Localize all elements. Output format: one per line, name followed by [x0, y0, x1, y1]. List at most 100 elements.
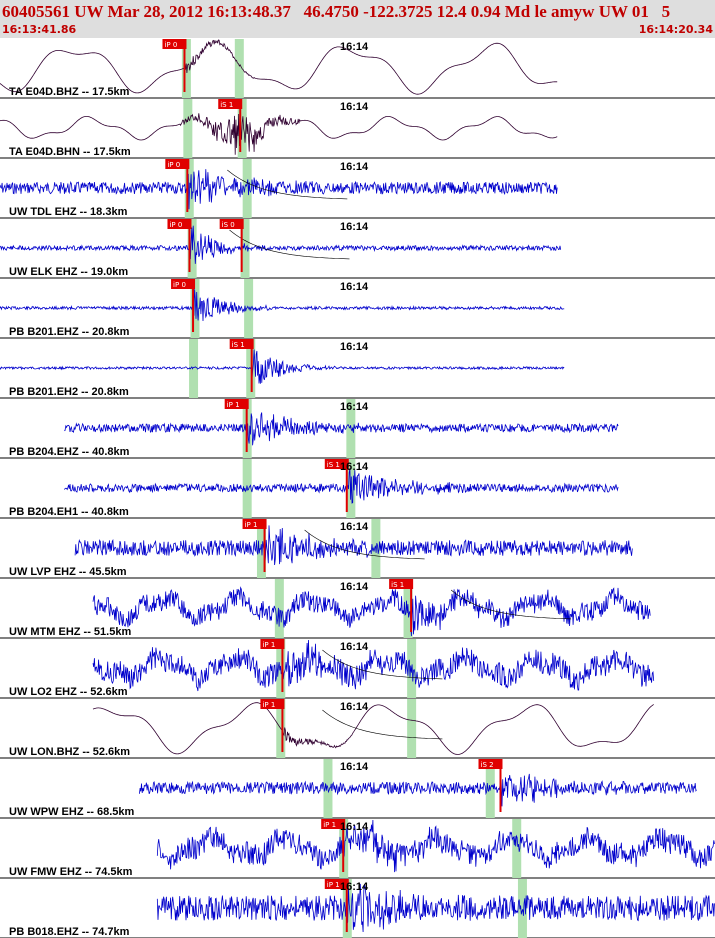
- waveform-trace: [92, 639, 655, 692]
- window-end-time: 16:14:20.34: [638, 23, 713, 36]
- pick-flag[interactable]: [242, 519, 267, 529]
- coda-curve: [322, 649, 443, 680]
- s-window: [407, 699, 417, 758]
- time-label: 16:14: [340, 341, 369, 353]
- pick-label: iS 1: [220, 101, 233, 109]
- station-label: UW FMW EHZ -- 74.5km: [9, 866, 133, 878]
- station-label: UW WPW EHZ -- 68.5km: [9, 806, 135, 818]
- waveform-trace: [0, 112, 558, 155]
- coda-curve: [450, 589, 572, 620]
- trace-panel[interactable]: iP 0 16:14 PB B201.EHZ -- 20.8km: [0, 279, 715, 339]
- pick-label: iP 1: [327, 881, 340, 889]
- pick-flag[interactable]: [324, 879, 349, 889]
- pick-flag[interactable]: [165, 159, 190, 169]
- pick-flag[interactable]: [478, 759, 503, 769]
- pick-flag[interactable]: [389, 579, 414, 589]
- station-label: UW MTM EHZ -- 51.5km: [9, 626, 131, 638]
- trace-panel[interactable]: iS 1 16:14 TA E04D.BHN -- 17.5km: [0, 99, 715, 159]
- waveform-trace: [92, 586, 651, 637]
- pick-label: iP 0: [169, 221, 182, 229]
- waveform-trace: [74, 525, 633, 566]
- pick-flag[interactable]: [162, 39, 187, 49]
- waveform-trace: [139, 766, 697, 807]
- waveform-trace: [0, 169, 558, 210]
- trace-panel[interactable]: iS 1 16:14 PB B201.EH2 -- 20.8km: [0, 339, 715, 399]
- time-label: 16:14: [340, 881, 369, 893]
- waveform-trace: [0, 225, 562, 264]
- s-window: [512, 819, 522, 878]
- pick-label: iP 1: [323, 821, 336, 829]
- pick-label: iP 0: [164, 41, 177, 49]
- pick-flag[interactable]: [229, 339, 254, 349]
- coda-curve: [304, 529, 425, 560]
- waveform-trace: [92, 702, 654, 755]
- window-start-time: 16:13:41.86: [2, 23, 77, 36]
- trace-panel[interactable]: iP 1 16:14 PB B204.EHZ -- 40.8km: [0, 399, 715, 459]
- coda-curve: [322, 709, 443, 740]
- pick-label: iP 0: [173, 281, 186, 289]
- pick-flag[interactable]: [260, 639, 285, 649]
- pick-flag[interactable]: [321, 819, 346, 829]
- waveform-trace: [0, 39, 558, 95]
- trace-panel[interactable]: iS 2 16:14 UW WPW EHZ -- 68.5km: [0, 759, 715, 819]
- pick-label: iP 1: [262, 701, 275, 709]
- pick-flag[interactable]: [171, 279, 196, 289]
- station-label: PB B201.EH2 -- 20.8km: [9, 386, 129, 398]
- trace-panel[interactable]: iP 1 16:14 UW LON.BHZ -- 52.6km: [0, 699, 715, 759]
- time-label: 16:14: [340, 281, 369, 293]
- trace-panel[interactable]: iP 1 16:14 UW LVP EHZ -- 45.5km: [0, 519, 715, 579]
- station-label: UW LO2 EHZ -- 52.6km: [9, 686, 128, 698]
- time-label: 16:14: [340, 401, 369, 413]
- s-window: [242, 159, 252, 218]
- s-window: [234, 39, 244, 98]
- time-label: 16:14: [340, 701, 369, 713]
- trace-panel[interactable]: iP 1 16:14 UW FMW EHZ -- 74.5km: [0, 819, 715, 879]
- trace-panel[interactable]: iP 0 iS 0 16:14 UW ELK EHZ -- 19.0km: [0, 219, 715, 279]
- pick-flag[interactable]: [260, 699, 285, 709]
- waveform-trace: [156, 819, 715, 873]
- time-label: 16:14: [340, 101, 369, 113]
- trace-panel[interactable]: iS 1 16:14 PB B204.EH1 -- 40.8km: [0, 459, 715, 519]
- pick-flag[interactable]: [167, 219, 192, 229]
- pick-label: iP 1: [262, 641, 275, 649]
- waveform-trace: [63, 468, 619, 504]
- pick-flag[interactable]: [224, 399, 249, 409]
- station-label: TA E04D.BHN -- 17.5km: [9, 146, 131, 158]
- trace-panel[interactable]: iS 1 16:14 UW MTM EHZ -- 51.5km: [0, 579, 715, 639]
- event-title: 60405561 UW Mar 28, 2012 16:13:48.37 46.…: [2, 2, 671, 21]
- time-label: 16:14: [340, 641, 369, 653]
- waveform-trace: [0, 289, 565, 322]
- s-window: [517, 879, 527, 938]
- pick-label: iP 1: [245, 521, 258, 529]
- trace-panel[interactable]: iP 1 16:14 UW LO2 EHZ -- 52.6km: [0, 639, 715, 699]
- time-label: 16:14: [340, 761, 369, 773]
- pick-flag[interactable]: [219, 219, 244, 229]
- p-window: [190, 279, 200, 338]
- pick-label: iP 0: [167, 161, 180, 169]
- time-label: 16:14: [340, 161, 369, 173]
- pick-flag[interactable]: [324, 459, 349, 469]
- pick-label: iS 2: [481, 761, 494, 769]
- pick-label: iP 1: [227, 401, 240, 409]
- station-label: PB B201.EHZ -- 20.8km: [9, 326, 130, 338]
- p-window: [274, 579, 284, 638]
- station-label: UW TDL EHZ -- 18.3km: [9, 206, 128, 218]
- coda-curve: [227, 169, 348, 200]
- trace-panel[interactable]: iP 0 16:14 UW TDL EHZ -- 18.3km: [0, 159, 715, 219]
- waveform-trace: [0, 349, 565, 384]
- pick-label: iS 1: [391, 581, 404, 589]
- station-label: UW LON.BHZ -- 52.6km: [9, 746, 130, 758]
- station-label: PB B018.EHZ -- 74.7km: [9, 926, 130, 938]
- time-label: 16:14: [340, 581, 369, 593]
- station-label: UW LVP EHZ -- 45.5km: [9, 566, 127, 578]
- station-label: UW ELK EHZ -- 19.0km: [9, 266, 128, 278]
- trace-panel[interactable]: iP 0 16:14 TA E04D.BHZ -- 17.5km: [0, 39, 715, 99]
- p-window: [183, 99, 193, 158]
- waveform-trace: [64, 412, 619, 447]
- coda-curve: [229, 229, 350, 260]
- station-label: TA E04D.BHZ -- 17.5km: [9, 86, 130, 98]
- time-label: 16:14: [340, 461, 369, 473]
- trace-panel[interactable]: iP 1 16:14 PB B018.EHZ -- 74.7km: [0, 879, 715, 938]
- pick-flag[interactable]: [218, 99, 243, 109]
